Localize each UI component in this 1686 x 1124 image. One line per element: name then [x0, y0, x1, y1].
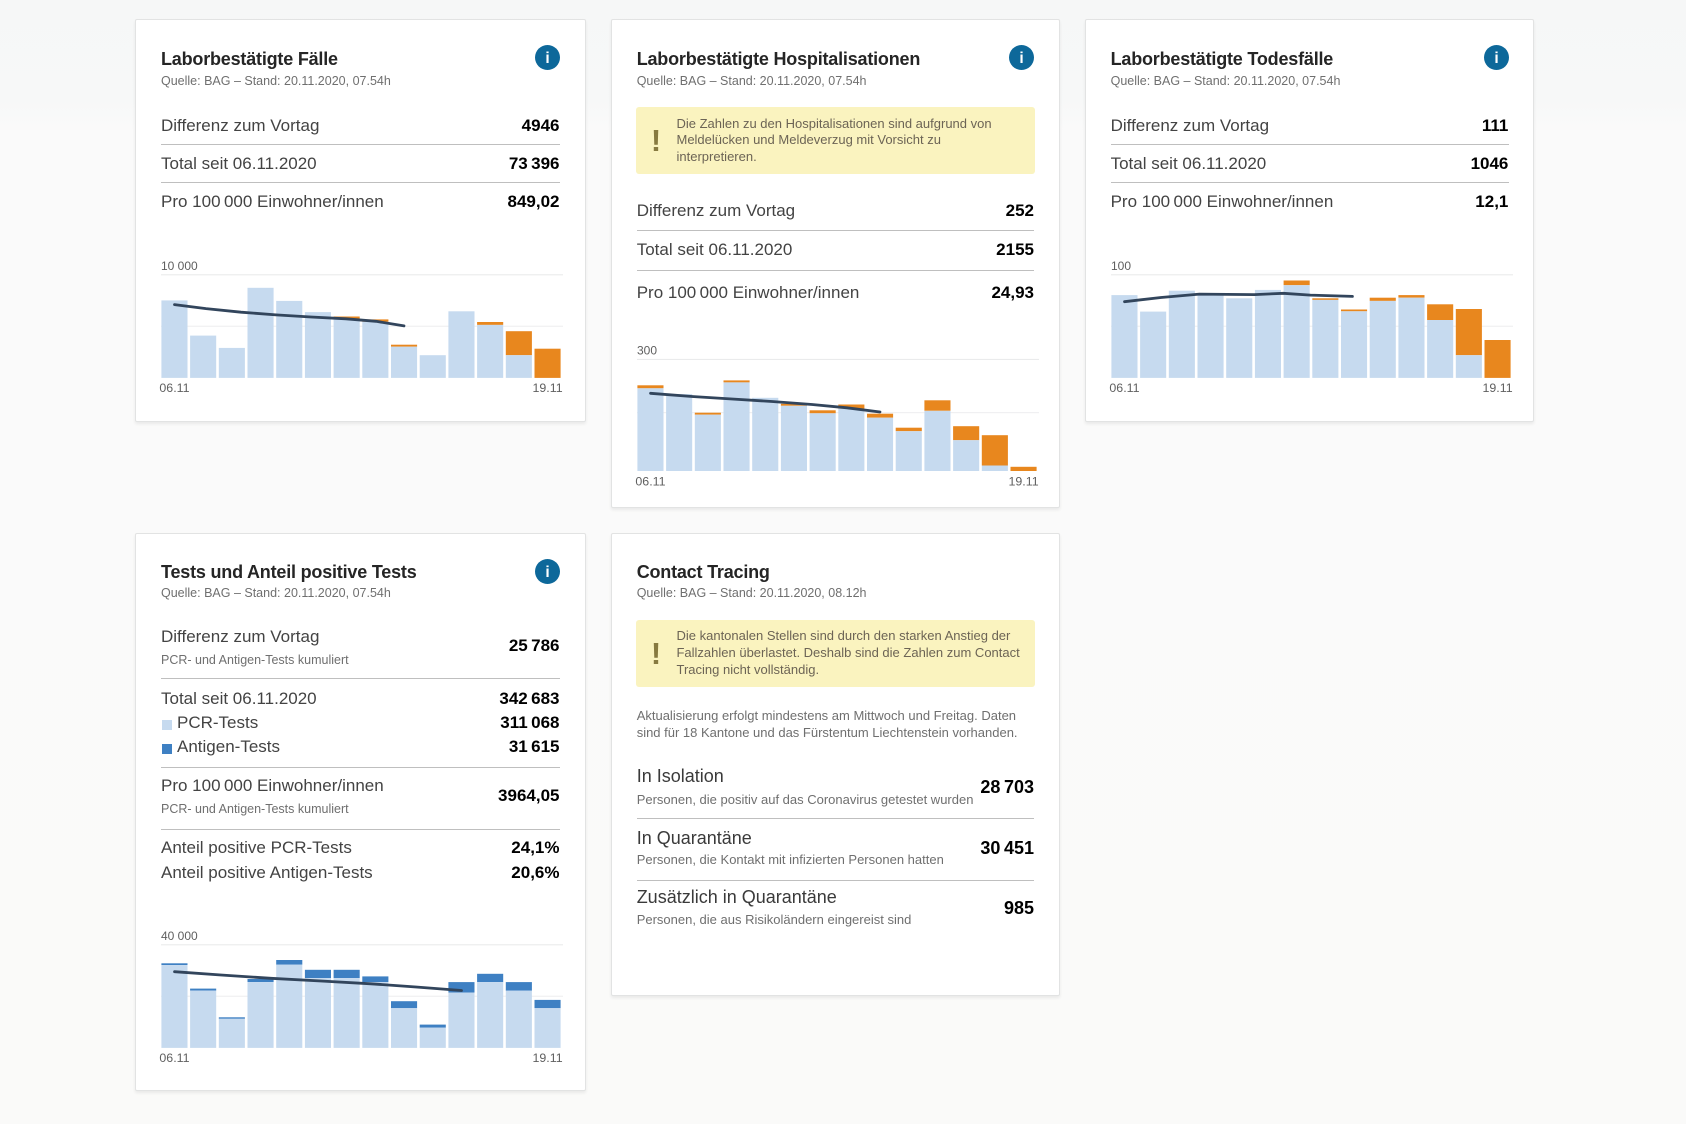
svg-text:i: i [1494, 50, 1498, 67]
svg-text:19.11: 19.11 [533, 1051, 563, 1065]
svg-text:i: i [1020, 50, 1024, 67]
svg-text:i: i [545, 564, 549, 581]
svg-text:19.11: 19.11 [533, 381, 563, 395]
svg-text:06.11: 06.11 [635, 474, 665, 488]
svg-text:40 000: 40 000 [161, 929, 198, 943]
svg-text:06.11: 06.11 [159, 381, 189, 395]
svg-text:19.11: 19.11 [1008, 474, 1038, 488]
svg-text:100: 100 [1111, 259, 1131, 273]
svg-text:19.11: 19.11 [1482, 381, 1512, 395]
svg-text:06.11: 06.11 [159, 1051, 189, 1065]
svg-text:06.11: 06.11 [1109, 381, 1139, 395]
svg-text:300: 300 [637, 344, 657, 358]
svg-text:i: i [545, 50, 549, 67]
svg-text:10 000: 10 000 [161, 259, 198, 273]
